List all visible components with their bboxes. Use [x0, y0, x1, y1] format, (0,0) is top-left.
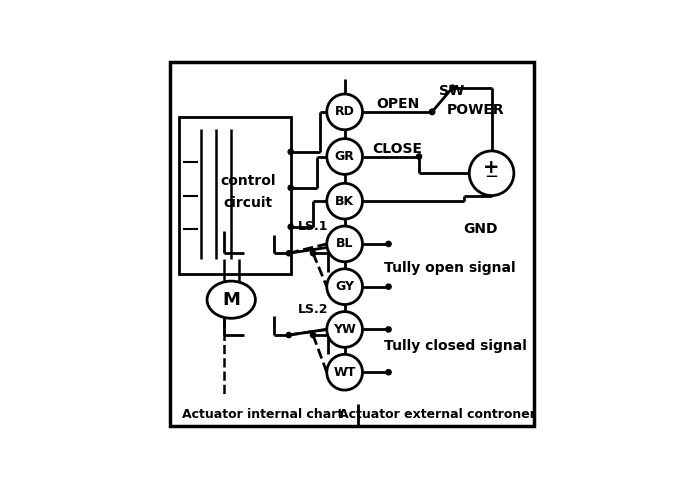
- Text: OPEN: OPEN: [376, 98, 420, 112]
- Circle shape: [311, 332, 315, 338]
- Text: GND: GND: [464, 222, 498, 236]
- Circle shape: [327, 94, 363, 130]
- Circle shape: [386, 327, 391, 332]
- Text: POWER: POWER: [447, 103, 504, 117]
- Text: RD: RD: [335, 105, 354, 118]
- Bar: [179, 117, 291, 274]
- Text: CLOSE: CLOSE: [372, 142, 423, 156]
- Circle shape: [386, 242, 391, 246]
- Circle shape: [288, 185, 293, 190]
- Circle shape: [288, 224, 293, 229]
- Text: Actuator external controner: Actuator external controner: [339, 409, 536, 422]
- Circle shape: [469, 151, 514, 196]
- Text: BK: BK: [335, 195, 354, 208]
- Text: LS.1: LS.1: [298, 220, 328, 233]
- Circle shape: [429, 109, 435, 114]
- Circle shape: [429, 109, 435, 114]
- Circle shape: [416, 154, 422, 159]
- Circle shape: [327, 269, 363, 305]
- Circle shape: [286, 251, 291, 256]
- Text: Actuator internal chart: Actuator internal chart: [182, 409, 344, 422]
- Text: Tully closed signal: Tully closed signal: [384, 339, 526, 353]
- Text: control: control: [221, 174, 275, 188]
- Circle shape: [327, 355, 363, 390]
- Circle shape: [327, 226, 363, 262]
- Circle shape: [386, 369, 391, 375]
- Text: Tully open signal: Tully open signal: [384, 261, 515, 275]
- Text: LS.2: LS.2: [298, 303, 328, 316]
- Ellipse shape: [207, 281, 256, 318]
- Text: GR: GR: [335, 150, 354, 163]
- Circle shape: [327, 312, 363, 347]
- Text: WT: WT: [333, 366, 356, 379]
- Text: circuit: circuit: [223, 196, 273, 210]
- Text: BL: BL: [336, 238, 353, 250]
- Circle shape: [327, 139, 363, 174]
- Circle shape: [386, 284, 391, 289]
- Text: ─: ─: [486, 168, 497, 186]
- Circle shape: [311, 251, 315, 256]
- Text: GY: GY: [335, 280, 354, 293]
- Circle shape: [327, 183, 363, 219]
- Circle shape: [450, 85, 455, 90]
- Text: M: M: [223, 291, 240, 309]
- Circle shape: [288, 149, 293, 155]
- Text: YW: YW: [333, 323, 356, 336]
- Text: +: +: [483, 158, 500, 177]
- Text: SW: SW: [440, 85, 464, 99]
- Circle shape: [286, 332, 291, 338]
